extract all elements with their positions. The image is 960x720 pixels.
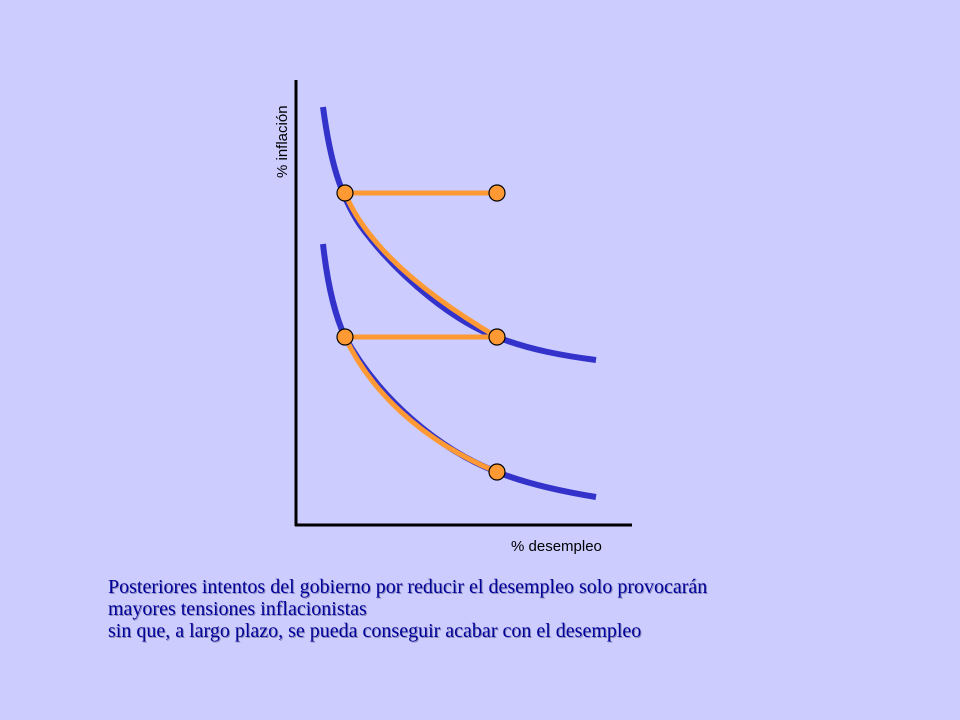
x-axis-label: % desempleo (511, 538, 602, 555)
caption-line-1: Posteriores intentos del gobierno por re… (108, 576, 708, 598)
upper-curve-path-segment (342, 192, 499, 340)
point-upper-left (336, 184, 354, 202)
y-axis-label: % inflación (274, 105, 291, 178)
point-middle-left (336, 328, 354, 346)
caption: Posteriores intentos del gobierno por re… (108, 576, 948, 642)
point-middle-right (488, 328, 506, 346)
lower-curve-path-segment (342, 335, 498, 475)
point-lower-right (488, 463, 506, 481)
upper-phillips-curve (320, 106, 597, 363)
point-upper-right (488, 184, 506, 202)
caption-line-3: sin que, a largo plazo, se pueda consegu… (108, 620, 642, 642)
caption-line-2: mayores tensiones inflacionistas (108, 598, 367, 620)
